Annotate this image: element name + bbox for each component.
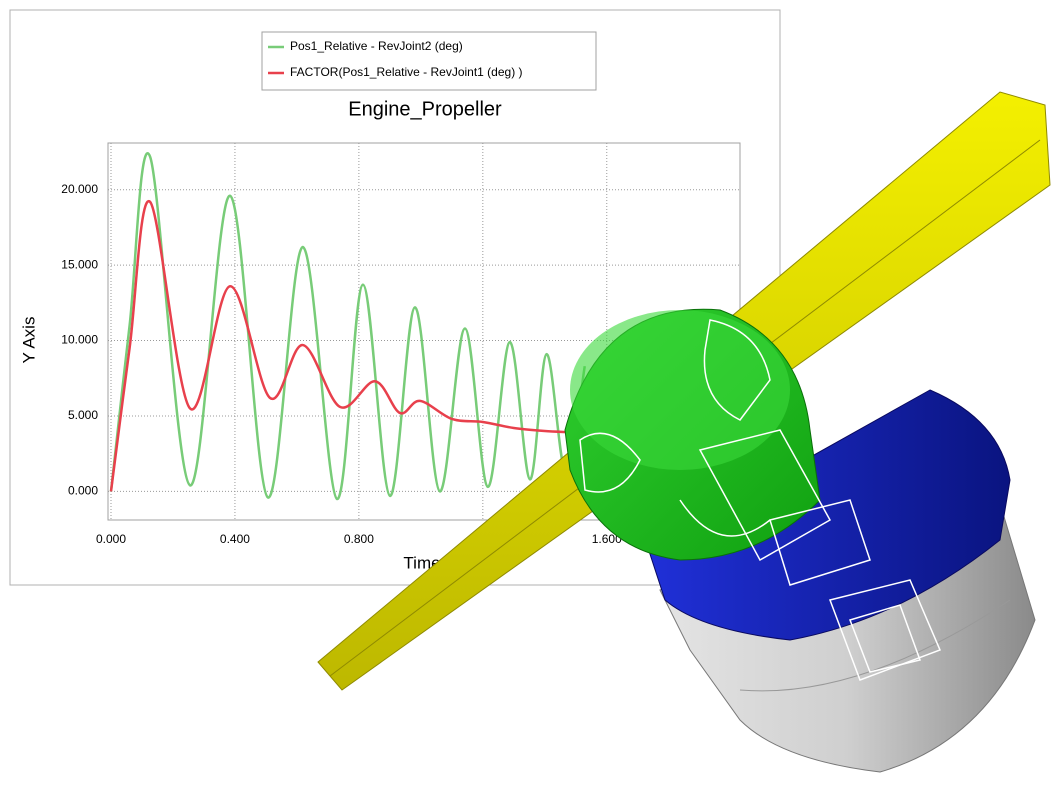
screenshot: Engine_Propeller Y Axis Time 0.0005.0001… bbox=[0, 0, 1053, 792]
y-tick-label: 0.000 bbox=[68, 484, 98, 498]
y-tick-label: 10.000 bbox=[61, 333, 98, 347]
legend-label: Pos1_Relative - RevJoint2 (deg) bbox=[290, 39, 463, 53]
legend-label: FACTOR(Pos1_Relative - RevJoint1 (deg) ) bbox=[290, 65, 523, 79]
y-tick-label: 20.000 bbox=[61, 182, 98, 196]
x-tick-label: 0.400 bbox=[220, 532, 250, 546]
x-tick-label: 0.000 bbox=[96, 532, 126, 546]
y-tick-label: 5.000 bbox=[68, 408, 98, 422]
y-axis-label: Y Axis bbox=[19, 317, 38, 364]
chart-title: Engine_Propeller bbox=[348, 98, 502, 120]
x-tick-label: 0.800 bbox=[344, 532, 374, 546]
hub-face bbox=[570, 310, 790, 470]
y-tick-label: 15.000 bbox=[61, 257, 98, 271]
